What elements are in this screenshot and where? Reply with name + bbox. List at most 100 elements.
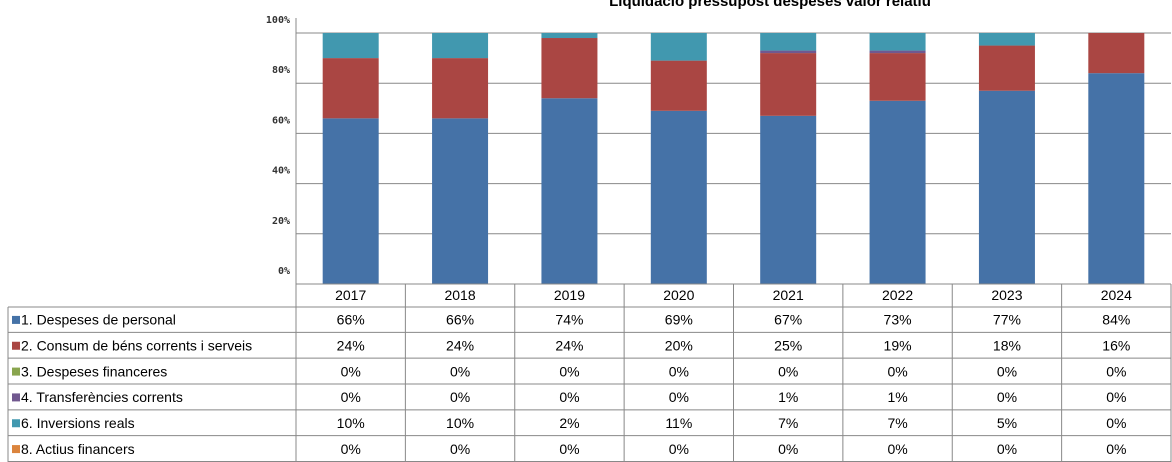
table-value: 0% <box>669 389 689 405</box>
table-value: 0% <box>887 363 907 379</box>
table-value: 0% <box>341 363 361 379</box>
table-value: 0% <box>997 441 1017 457</box>
bar-segment <box>869 33 926 51</box>
legend-label: 6. Inversions reals <box>21 415 135 431</box>
legend-swatch <box>12 367 20 376</box>
table-value: 11% <box>665 415 692 431</box>
legend-label: 4. Transferències corrents <box>21 389 183 405</box>
bar-segment <box>760 33 817 51</box>
table-value: 0% <box>450 389 470 405</box>
bar-segment <box>1088 33 1145 74</box>
table-value: 69% <box>665 312 693 328</box>
bar-segment <box>432 118 489 284</box>
legend-label: 1. Despeses de personal <box>21 312 176 328</box>
bar-segment <box>541 98 598 284</box>
bar-segment <box>322 58 379 119</box>
table-value: 74% <box>555 312 583 328</box>
table-value: 0% <box>997 389 1017 405</box>
legend-swatch <box>12 341 20 350</box>
legend-label: 2. Consum de béns corrents i serveis <box>21 337 252 353</box>
table-value: 24% <box>337 337 365 353</box>
table-value: 67% <box>774 312 802 328</box>
table-value: 0% <box>450 363 470 379</box>
legend-label: 3. Despeses financeres <box>21 363 167 379</box>
legend-swatch <box>12 315 20 324</box>
x-tick-label: 2021 <box>773 287 804 303</box>
table-value: 77% <box>993 312 1021 328</box>
y-tick-label: 80% <box>272 65 290 76</box>
table-value: 73% <box>884 312 912 328</box>
bar-segment <box>541 33 598 39</box>
table-value: 25% <box>774 337 802 353</box>
table-value: 1% <box>778 389 798 405</box>
y-tick-label: 100% <box>266 15 290 26</box>
bar-segment <box>432 58 489 119</box>
bar-segment <box>432 33 489 59</box>
bar-segment <box>650 60 707 111</box>
table-value: 0% <box>887 441 907 457</box>
table-value: 7% <box>778 415 798 431</box>
bar-segment <box>869 53 926 101</box>
legend-swatch <box>12 393 20 402</box>
chart-title: Liquidació pressupost despeses valor rel… <box>609 0 931 10</box>
bar-segment <box>978 90 1035 284</box>
table-value: 0% <box>778 441 798 457</box>
y-tick-label: 20% <box>272 216 290 227</box>
table-value: 18% <box>993 337 1021 353</box>
y-tick-label: 40% <box>272 166 290 177</box>
table-value: 0% <box>669 441 689 457</box>
table-value: 84% <box>1102 312 1130 328</box>
table-value: 0% <box>450 441 470 457</box>
table-value: 0% <box>559 441 579 457</box>
table-value: 24% <box>555 337 583 353</box>
x-tick-label: 2020 <box>663 287 694 303</box>
table-value: 0% <box>341 441 361 457</box>
x-tick-label: 2018 <box>444 287 475 303</box>
bar-segment <box>650 33 707 61</box>
legend-swatch <box>12 419 20 428</box>
table-value: 7% <box>887 415 907 431</box>
table-value: 5% <box>997 415 1017 431</box>
y-tick-label: 0% <box>278 266 290 277</box>
table-value: 16% <box>1102 337 1130 353</box>
bar-segment <box>869 50 926 54</box>
table-value: 0% <box>559 363 579 379</box>
bar-segment <box>978 45 1035 91</box>
table-value: 0% <box>341 389 361 405</box>
table-value: 10% <box>446 415 474 431</box>
legend-label: 8. Actius financers <box>21 441 135 457</box>
bar-segment <box>869 100 926 285</box>
table-value: 10% <box>337 415 365 431</box>
table-value: 0% <box>1106 389 1126 405</box>
bar-segment <box>978 33 1035 46</box>
x-tick-label: 2019 <box>554 287 585 303</box>
bar-segment <box>650 110 707 284</box>
bar-segment <box>1088 73 1145 284</box>
table-value: 0% <box>669 363 689 379</box>
table-value: 0% <box>997 363 1017 379</box>
table-value: 0% <box>1106 441 1126 457</box>
table-value: 19% <box>884 337 912 353</box>
x-tick-label: 2017 <box>335 287 366 303</box>
x-tick-label: 2023 <box>991 287 1022 303</box>
bar-segment <box>322 118 379 284</box>
table-value: 1% <box>887 389 907 405</box>
bar-segment <box>322 33 379 59</box>
table-value: 66% <box>337 312 365 328</box>
x-tick-label: 2022 <box>882 287 913 303</box>
y-tick-label: 60% <box>272 115 290 126</box>
table-value: 0% <box>778 363 798 379</box>
x-tick-label: 2024 <box>1101 287 1132 303</box>
table-value: 0% <box>1106 415 1126 431</box>
table-value: 24% <box>446 337 474 353</box>
bar-segment <box>760 115 817 284</box>
table-value: 2% <box>559 415 579 431</box>
table-value: 66% <box>446 312 474 328</box>
bar-segment <box>760 53 817 116</box>
legend-swatch <box>12 445 20 454</box>
table-value: 0% <box>559 389 579 405</box>
bar-segment <box>760 50 817 54</box>
table-value: 0% <box>1106 363 1126 379</box>
